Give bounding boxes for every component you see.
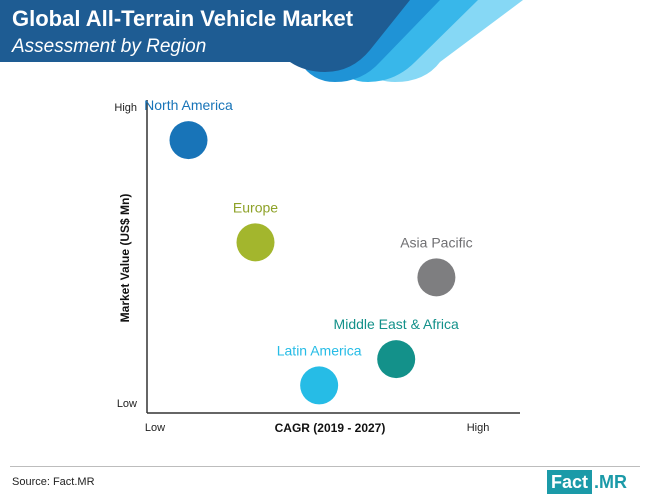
header-banner: Global All-Terrain Vehicle Market Assess… [0, 0, 650, 90]
point-asia-pacific [417, 258, 456, 297]
y-axis-label: Market Value (US$ Mn) [118, 194, 132, 323]
point-north-america [169, 121, 208, 160]
y-tick-low: Low [117, 398, 137, 410]
data-points: North America Europe Asia Pacific Middle Ea… [144, 97, 473, 405]
footer-divider [10, 466, 640, 467]
source-note: Source: Fact.MR [12, 476, 95, 488]
logo-mr-text: .MR [594, 472, 628, 492]
x-tick-low: Low [145, 422, 165, 434]
point-label-europe: Europe [233, 199, 278, 215]
factmr-logo: Fact .MR [547, 470, 627, 494]
page-subtitle: Assessment by Region [12, 36, 207, 57]
header-background [0, 0, 523, 82]
y-tick-high: High [114, 102, 137, 114]
point-label-asia-pacific: Asia Pacific [400, 234, 472, 250]
point-latin-america [300, 366, 339, 405]
point-label-north-america: North America [144, 97, 233, 113]
header-wave-dark [0, 0, 410, 72]
x-tick-high: High [467, 422, 490, 434]
scatter-chart: High Low Low High CAGR (2019 - 2027) Mar… [114, 97, 520, 435]
point-label-middle-east-africa: Middle East & Africa [334, 316, 459, 332]
page-title: Global All-Terrain Vehicle Market [12, 6, 354, 31]
x-axis-label: CAGR (2019 - 2027) [275, 421, 386, 435]
point-europe [236, 223, 275, 262]
point-label-latin-america: Latin America [277, 342, 362, 358]
logo-fact-text: Fact [547, 470, 593, 494]
point-middle-east-africa [377, 340, 416, 379]
